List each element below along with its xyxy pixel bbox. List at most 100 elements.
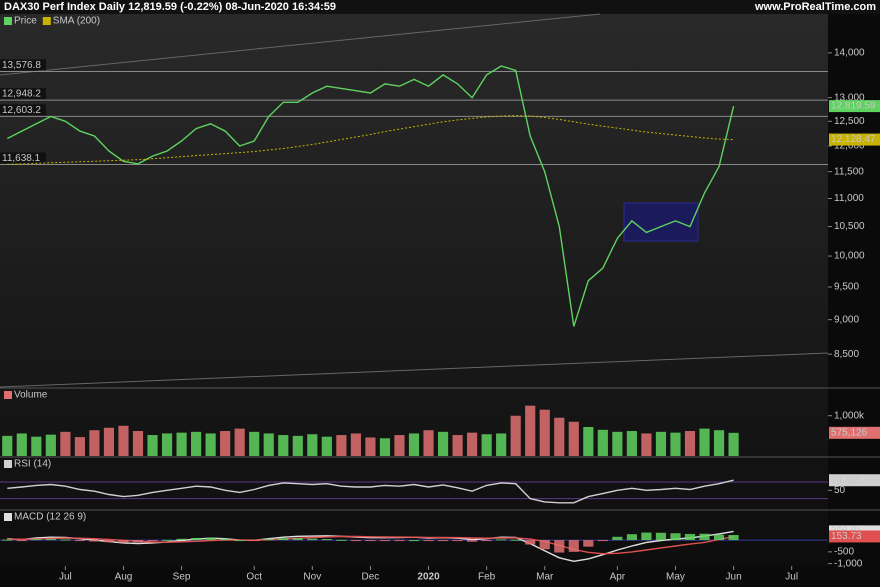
level-tag [0,152,46,164]
value-tag-label: 74.335 [831,475,862,486]
legend-label: RSI (14) [14,459,51,470]
histogram-bar [336,539,347,541]
volume-bar [147,435,158,456]
histogram-bar [467,540,478,542]
title: DAX30 Perf Index Daily 12,819.59 (-0.22%… [4,1,336,13]
value-tag [829,100,880,113]
volume-bar [684,431,696,456]
volume-bar [89,430,100,456]
histogram-bar [191,537,202,541]
volume-bar [641,433,652,456]
volume-bar [626,431,637,456]
volume-bar [45,434,56,456]
volume-bar [655,431,667,456]
value-tag [829,426,880,439]
histogram-bar [45,538,56,541]
volume-bar [597,429,608,456]
volume-bar [612,431,623,456]
histogram-bar [205,537,216,541]
volume-bar [568,421,579,456]
y-tick-label: 10,000 [834,251,865,262]
level-label: 13,576.8 [2,60,41,71]
histogram-bar [321,539,332,541]
volume-bar [728,432,739,456]
legend-label: Price [14,16,37,27]
volume-bar [205,433,216,456]
trend-line [0,352,829,388]
y-tick-label: -500 [834,547,854,558]
y-tick-label: 12,000 [834,141,865,152]
volume-bar [525,405,536,456]
x-tick-label: Mar [536,572,554,583]
volume-bar [408,433,420,456]
volume-bar [481,434,492,456]
volume-bar [249,431,260,456]
y-tick-label: 50 [834,485,846,496]
histogram-bar [699,533,710,541]
legend-swatch [4,17,12,25]
x-tick-label: Nov [303,572,321,583]
x-tick-label: Jun [726,572,742,583]
value-tag-label: 153.73 [831,531,862,542]
volume-bar [336,435,347,456]
y-tick-label: 9,000 [834,314,859,325]
histogram-bar [278,538,289,541]
y-tick-label: 13,000 [834,92,865,103]
volume-bar [510,415,521,456]
legend-swatch [4,391,12,399]
highlight-zone [623,202,699,242]
histogram-bar [437,540,449,542]
histogram-bar [641,532,652,541]
volume-bar [263,433,274,456]
histogram-bar [452,540,463,542]
volume-bar [161,433,173,456]
volume-bar [437,431,449,456]
histogram-bar [684,533,696,541]
volume-bar [423,430,434,456]
x-tick-label: 2020 [417,572,440,583]
histogram-bar [263,538,274,541]
histogram-bar [249,540,260,542]
histogram-bar [292,538,303,541]
series-line [6,65,735,327]
histogram-bar [713,534,725,541]
volume-bar [467,432,478,456]
header-bar [0,0,880,14]
value-tag [829,133,880,146]
level-tag [0,59,46,71]
value-tag-label: 12,128.47 [831,134,876,145]
histogram-bar [554,540,565,553]
volume-bar [220,431,231,456]
histogram-bar [379,540,391,542]
x-tick-label: Feb [478,572,496,583]
volume-bar [307,434,318,456]
histogram-bar [118,540,129,543]
histogram-bar [365,540,376,542]
histogram-bar [510,539,521,541]
legend-label: Volume [14,390,48,401]
level-tag [0,88,46,100]
y-tick-label: 8,500 [834,349,859,360]
x-tick-label: Aug [115,572,133,583]
level-label: 11,638.1 [2,153,41,164]
y-tick-label: 11,000 [834,193,864,204]
histogram-bar [394,540,405,542]
volume-bar [539,409,550,456]
volume-bar [118,425,129,456]
trend-line [0,13,601,76]
volume-bar [16,433,27,456]
volume-bar [31,436,42,456]
volume-bar [292,435,303,456]
histogram-bar [539,540,550,550]
x-tick-label: Oct [246,572,262,583]
histogram-bar [670,533,681,541]
y-tick-label: -1,000 [834,558,863,569]
volume-bar [554,417,565,456]
level-label: 12,948.2 [2,89,41,100]
x-tick-label: Jul [785,572,798,583]
histogram-bar [626,534,637,541]
volume-bar [699,428,710,456]
histogram-bar [60,539,71,541]
histogram-bar [2,539,13,541]
